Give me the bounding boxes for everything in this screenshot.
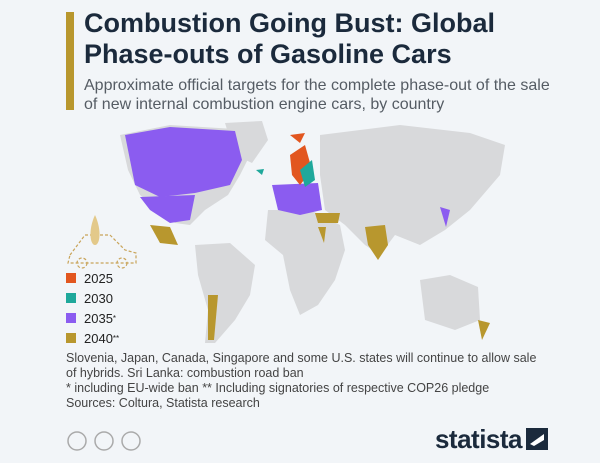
legend-item: 2040 ** [66,328,119,348]
legend-label: 2030 [84,290,113,306]
subtitle: Approximate official targets for the com… [84,77,550,113]
legend-item: 2035 * [66,308,119,328]
legend-item: 2030 [66,288,119,308]
accent-bar [66,12,74,110]
license-icons [67,431,141,451]
legend-swatch [66,273,76,283]
note: Slovenia, Japan, Canada, Singapore and s… [66,351,537,380]
legend-swatch [66,293,76,303]
title: Combustion Going Bust: Global Phase-outs… [84,8,495,69]
note: * including EU-wide ban ** Including sig… [66,381,490,395]
legend-label: 2040 [84,330,113,346]
legend-label: 2035 [84,310,113,326]
legend: 2025 2030 2035 * 2040 ** [66,268,119,348]
car-icon [67,215,137,269]
legend-marker: * [112,313,117,323]
notes: Slovenia, Japan, Canada, Singapore and s… [66,351,546,411]
legend-item: 2025 [66,268,119,288]
brand: statista [434,424,523,454]
legend-swatch [66,313,76,323]
world-map [67,121,505,343]
legend-label: 2025 [84,270,113,286]
phase-out-regions [125,127,490,340]
legend-swatch [66,333,76,343]
brand-logo [526,428,548,450]
legend-marker: ** [112,333,120,343]
note: Sources: Coltura, Statista research [66,396,260,410]
